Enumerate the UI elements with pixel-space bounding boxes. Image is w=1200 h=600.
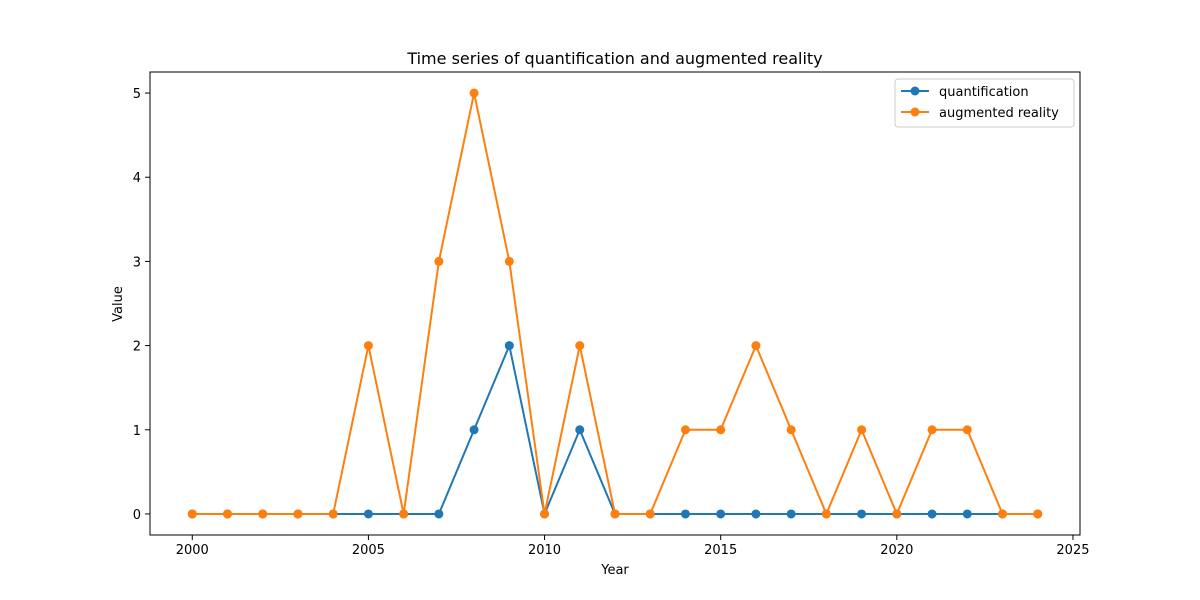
data-point-augmented-reality (821, 509, 831, 519)
data-point-augmented-reality (363, 341, 373, 351)
legend-marker-quantification (910, 86, 920, 96)
data-point-augmented-reality (469, 88, 479, 98)
data-point-quantification (751, 509, 761, 519)
data-point-augmented-reality (434, 256, 444, 266)
axes-frame (149, 71, 1081, 536)
data-point-augmented-reality (258, 509, 268, 519)
x-tick-label: 2005 (352, 543, 385, 558)
data-point-augmented-reality (293, 509, 303, 519)
data-point-augmented-reality (998, 509, 1007, 519)
data-point-quantification (469, 425, 479, 435)
x-axis-label: Year (600, 563, 629, 578)
legend-label-augmented-reality: augmented reality (939, 106, 1059, 121)
data-point-augmented-reality (540, 509, 550, 519)
data-point-quantification (504, 341, 514, 351)
y-tick-label: 2 (133, 340, 141, 355)
data-point-quantification (363, 509, 373, 519)
data-point-quantification (716, 509, 726, 519)
legend-box (894, 78, 1075, 128)
data-point-augmented-reality (187, 509, 197, 519)
x-tick-label: 2015 (704, 543, 737, 558)
y-axis: 0 1 2 3 4 5 (133, 87, 150, 523)
data-point-augmented-reality (962, 425, 972, 435)
y-tick-label: 5 (133, 87, 141, 102)
x-tick-label: 2010 (528, 543, 561, 558)
y-tick-label: 3 (133, 255, 141, 270)
data-point-quantification (786, 509, 796, 519)
data-point-augmented-reality (610, 509, 620, 519)
data-point-augmented-reality (680, 425, 690, 435)
legend-marker-augmented-reality (910, 107, 920, 117)
data-point-quantification (575, 425, 585, 435)
x-tick-label: 2025 (1056, 543, 1089, 558)
y-tick-label: 4 (133, 171, 141, 186)
y-axis-label: Value (111, 286, 126, 322)
data-point-quantification (680, 509, 690, 519)
data-point-quantification (927, 509, 937, 519)
data-point-augmented-reality (927, 425, 937, 435)
data-point-augmented-reality (575, 341, 585, 351)
data-point-augmented-reality (504, 256, 514, 266)
data-point-augmented-reality (328, 509, 338, 519)
data-point-augmented-reality (223, 509, 232, 519)
plot-area (187, 88, 1043, 519)
data-point-augmented-reality (1033, 509, 1043, 519)
data-point-quantification (434, 509, 444, 519)
data-point-quantification (857, 509, 867, 519)
y-tick-label: 1 (133, 424, 141, 439)
legend-label-quantification: quantification (939, 85, 1029, 100)
data-point-augmented-reality (645, 509, 655, 519)
data-point-augmented-reality (399, 509, 409, 519)
data-point-augmented-reality (857, 425, 867, 435)
x-tick-label: 2020 (880, 543, 913, 558)
x-axis: 2000 2005 2010 2015 2020 2025 (176, 535, 1090, 558)
data-point-augmented-reality (751, 341, 761, 351)
data-point-augmented-reality (892, 509, 902, 519)
data-point-augmented-reality (716, 425, 726, 435)
data-point-quantification (962, 509, 972, 519)
chart-title: Time series of quantification and augmen… (406, 49, 822, 68)
legend: quantification augmented reality (894, 78, 1075, 128)
y-tick-label: 0 (133, 508, 141, 523)
data-point-augmented-reality (786, 425, 796, 435)
x-tick-label: 2000 (176, 543, 209, 558)
